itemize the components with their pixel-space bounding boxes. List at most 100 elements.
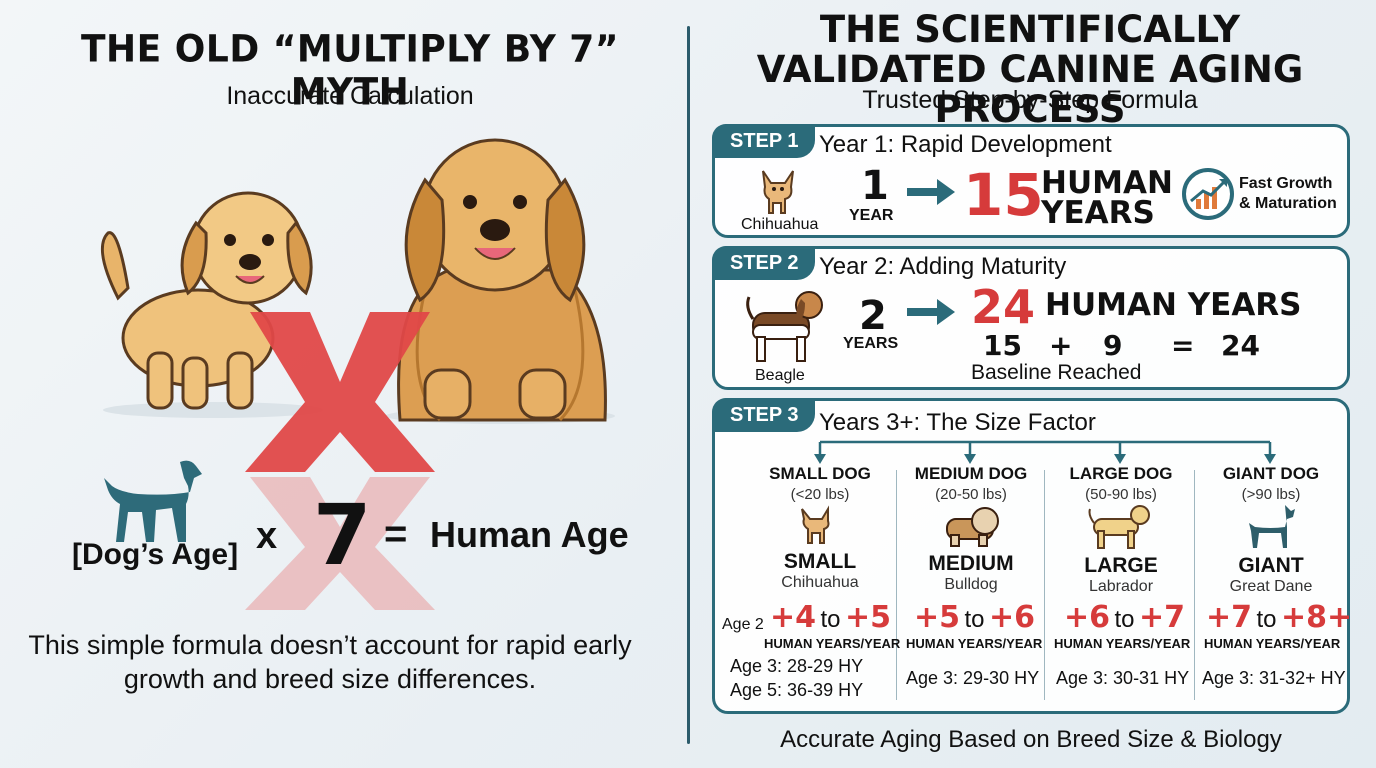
step1-dog-years: 1	[861, 163, 889, 209]
size-name: MEDIUM	[928, 552, 1014, 575]
dog-silhouette-icon	[104, 460, 202, 542]
left-subtitle: Inaccurate Calculation	[226, 82, 474, 110]
step2-baseline: Baseline Reached	[971, 361, 1142, 384]
left-title: THE OLD “MULTIPLY BY 7” MYTH	[80, 27, 620, 115]
right-title: THE SCIENTIFICALLY VALIDATED CANINE AGIN…	[756, 8, 1304, 131]
rate-large: +6 to +7	[1064, 600, 1185, 635]
cross-mark-icon	[245, 312, 435, 610]
step3-card: STEP 3 Years 3+: The Size Factor	[712, 398, 1350, 714]
rate-to: +5	[844, 600, 891, 635]
rate-to-word: to	[964, 606, 985, 633]
step2-human-years: 24	[971, 280, 1036, 334]
step1-human-years: 15	[963, 161, 1044, 229]
rate-small: +4 to +5	[770, 600, 891, 635]
human-age-label: Human Age	[430, 514, 629, 555]
step3-title: Years 3+: The Size Factor	[819, 409, 1096, 436]
step2-sum: 24	[1221, 329, 1260, 362]
size-name: LARGE	[1084, 554, 1158, 577]
breed-name: Labrador	[1088, 578, 1154, 595]
step2-result-label: HUMAN YEARS	[1045, 287, 1302, 323]
step2-equals: =	[1171, 329, 1195, 362]
step1-result-label-2: YEARS	[1041, 195, 1155, 231]
age2-label: Age 2	[722, 616, 764, 633]
step1-breed: Chihuahua	[741, 216, 819, 233]
size-column-medium: MEDIUM DOG (20-50 lbs) MEDIUM Bulldog	[896, 464, 1046, 594]
weight-label: (<20 lbs)	[790, 486, 850, 503]
rate-to: +6	[988, 600, 1035, 635]
step1-unit: YEAR	[849, 207, 894, 224]
step1-pill: STEP 1	[712, 124, 815, 158]
rate-unit: HUMAN YEARS/YEAR	[1054, 636, 1191, 651]
step3-pill: STEP 3	[712, 398, 815, 432]
weight-label: (>90 lbs)	[1241, 486, 1301, 503]
step1-result-label-1: HUMAN	[1041, 165, 1173, 201]
step2-unit: YEARS	[843, 335, 899, 352]
rate-unit: HUMAN YEARS/YEAR	[764, 636, 901, 651]
rate-from: +5	[914, 600, 961, 635]
rate-from: +4	[770, 600, 817, 635]
rate-to: +7	[1138, 600, 1185, 635]
step1-badge-2: & Maturation	[1239, 195, 1337, 212]
step2-dog-years: 2	[859, 293, 887, 339]
age3-value: Age 3: 28-29 HY	[730, 656, 864, 676]
size-name: SMALL	[783, 550, 857, 573]
breed-name: Chihuahua	[781, 574, 859, 591]
step2-title: Year 2: Adding Maturity	[819, 253, 1067, 280]
chihuahua-icon	[762, 170, 794, 214]
arrow-right-icon	[907, 179, 955, 205]
column-separator	[1044, 470, 1045, 700]
growth-chart-icon	[1182, 168, 1234, 220]
chihuahua-icon	[801, 505, 830, 544]
rate-to-word: to	[1256, 606, 1277, 633]
size-label: SMALL DOG	[769, 464, 871, 483]
dog-age-label: [Dog’s Age]	[72, 538, 239, 571]
rate-unit: HUMAN YEARS/YEAR	[906, 636, 1043, 651]
rate-giant: +7 to +8+	[1206, 600, 1352, 635]
step2-addend-a: 15	[983, 329, 1022, 362]
branch-arrows	[814, 440, 1276, 464]
step2-breed: Beagle	[755, 367, 805, 384]
arrow-right-icon	[907, 299, 955, 325]
equals-sign: =	[384, 512, 408, 556]
adult-dog-illustration	[385, 138, 615, 424]
great-dane-icon	[1249, 505, 1295, 548]
multiplier-seven: 7	[313, 486, 372, 584]
bulldog-icon	[946, 507, 999, 547]
rate-from: +6	[1064, 600, 1111, 635]
breed-name: Great Dane	[1229, 578, 1313, 595]
rate-medium: +5 to +6	[914, 600, 1035, 635]
weight-label: (20-50 lbs)	[935, 486, 1007, 503]
rate-unit: HUMAN YEARS/YEAR	[1204, 636, 1341, 651]
size-name: GIANT	[1238, 554, 1304, 577]
rate-to-word: to	[820, 606, 841, 633]
step2-card: STEP 2 Year 2: Adding Maturity Beagle 2 …	[712, 246, 1350, 390]
step2-pill: STEP 2	[712, 246, 815, 280]
column-separator	[896, 470, 897, 700]
step2-addend-b: 9	[1103, 329, 1123, 362]
footer-caption: Accurate Aging Based on Breed Size & Bio…	[780, 726, 1282, 753]
myth-explanation: This simple formula doesn’t account for …	[28, 630, 632, 694]
size-label: MEDIUM DOG	[914, 464, 1028, 483]
right-subtitle: Trusted Step-by-Step Formula	[862, 86, 1198, 114]
size-column-large: LARGE DOG (50-90 lbs) LARGE Labrador	[1046, 464, 1196, 596]
rate-to-word: to	[1114, 606, 1135, 633]
beagle-icon	[746, 291, 823, 362]
age3-value: Age 3: 29-30 HY	[906, 668, 1040, 688]
puppy-illustration	[100, 191, 323, 418]
panel-divider	[687, 26, 690, 744]
rate-from: +7	[1206, 600, 1253, 635]
step1-badge-1: Fast Growth	[1239, 175, 1333, 192]
multiply-sign: x	[256, 515, 278, 557]
weight-label: (50-90 lbs)	[1085, 486, 1157, 503]
step1-card: STEP 1 Year 1: Rapid Development Chihuah…	[712, 124, 1350, 238]
age3-value: Age 3: 31-32+ HY	[1202, 668, 1346, 688]
age5-value: Age 5: 36-39 HY	[730, 680, 864, 700]
labrador-icon	[1088, 505, 1150, 549]
size-column-giant: GIANT DOG (>90 lbs) GIANT Great Dane	[1196, 464, 1346, 596]
rate-to: +8+	[1280, 600, 1353, 635]
step1-title: Year 1: Rapid Development	[819, 131, 1112, 158]
age3-value: Age 3: 30-31 HY	[1056, 668, 1190, 688]
size-label: LARGE DOG	[1069, 464, 1173, 483]
breed-name: Bulldog	[944, 576, 998, 593]
size-column-small: SMALL DOG (<20 lbs) SMALL Chihuahua	[745, 464, 895, 592]
